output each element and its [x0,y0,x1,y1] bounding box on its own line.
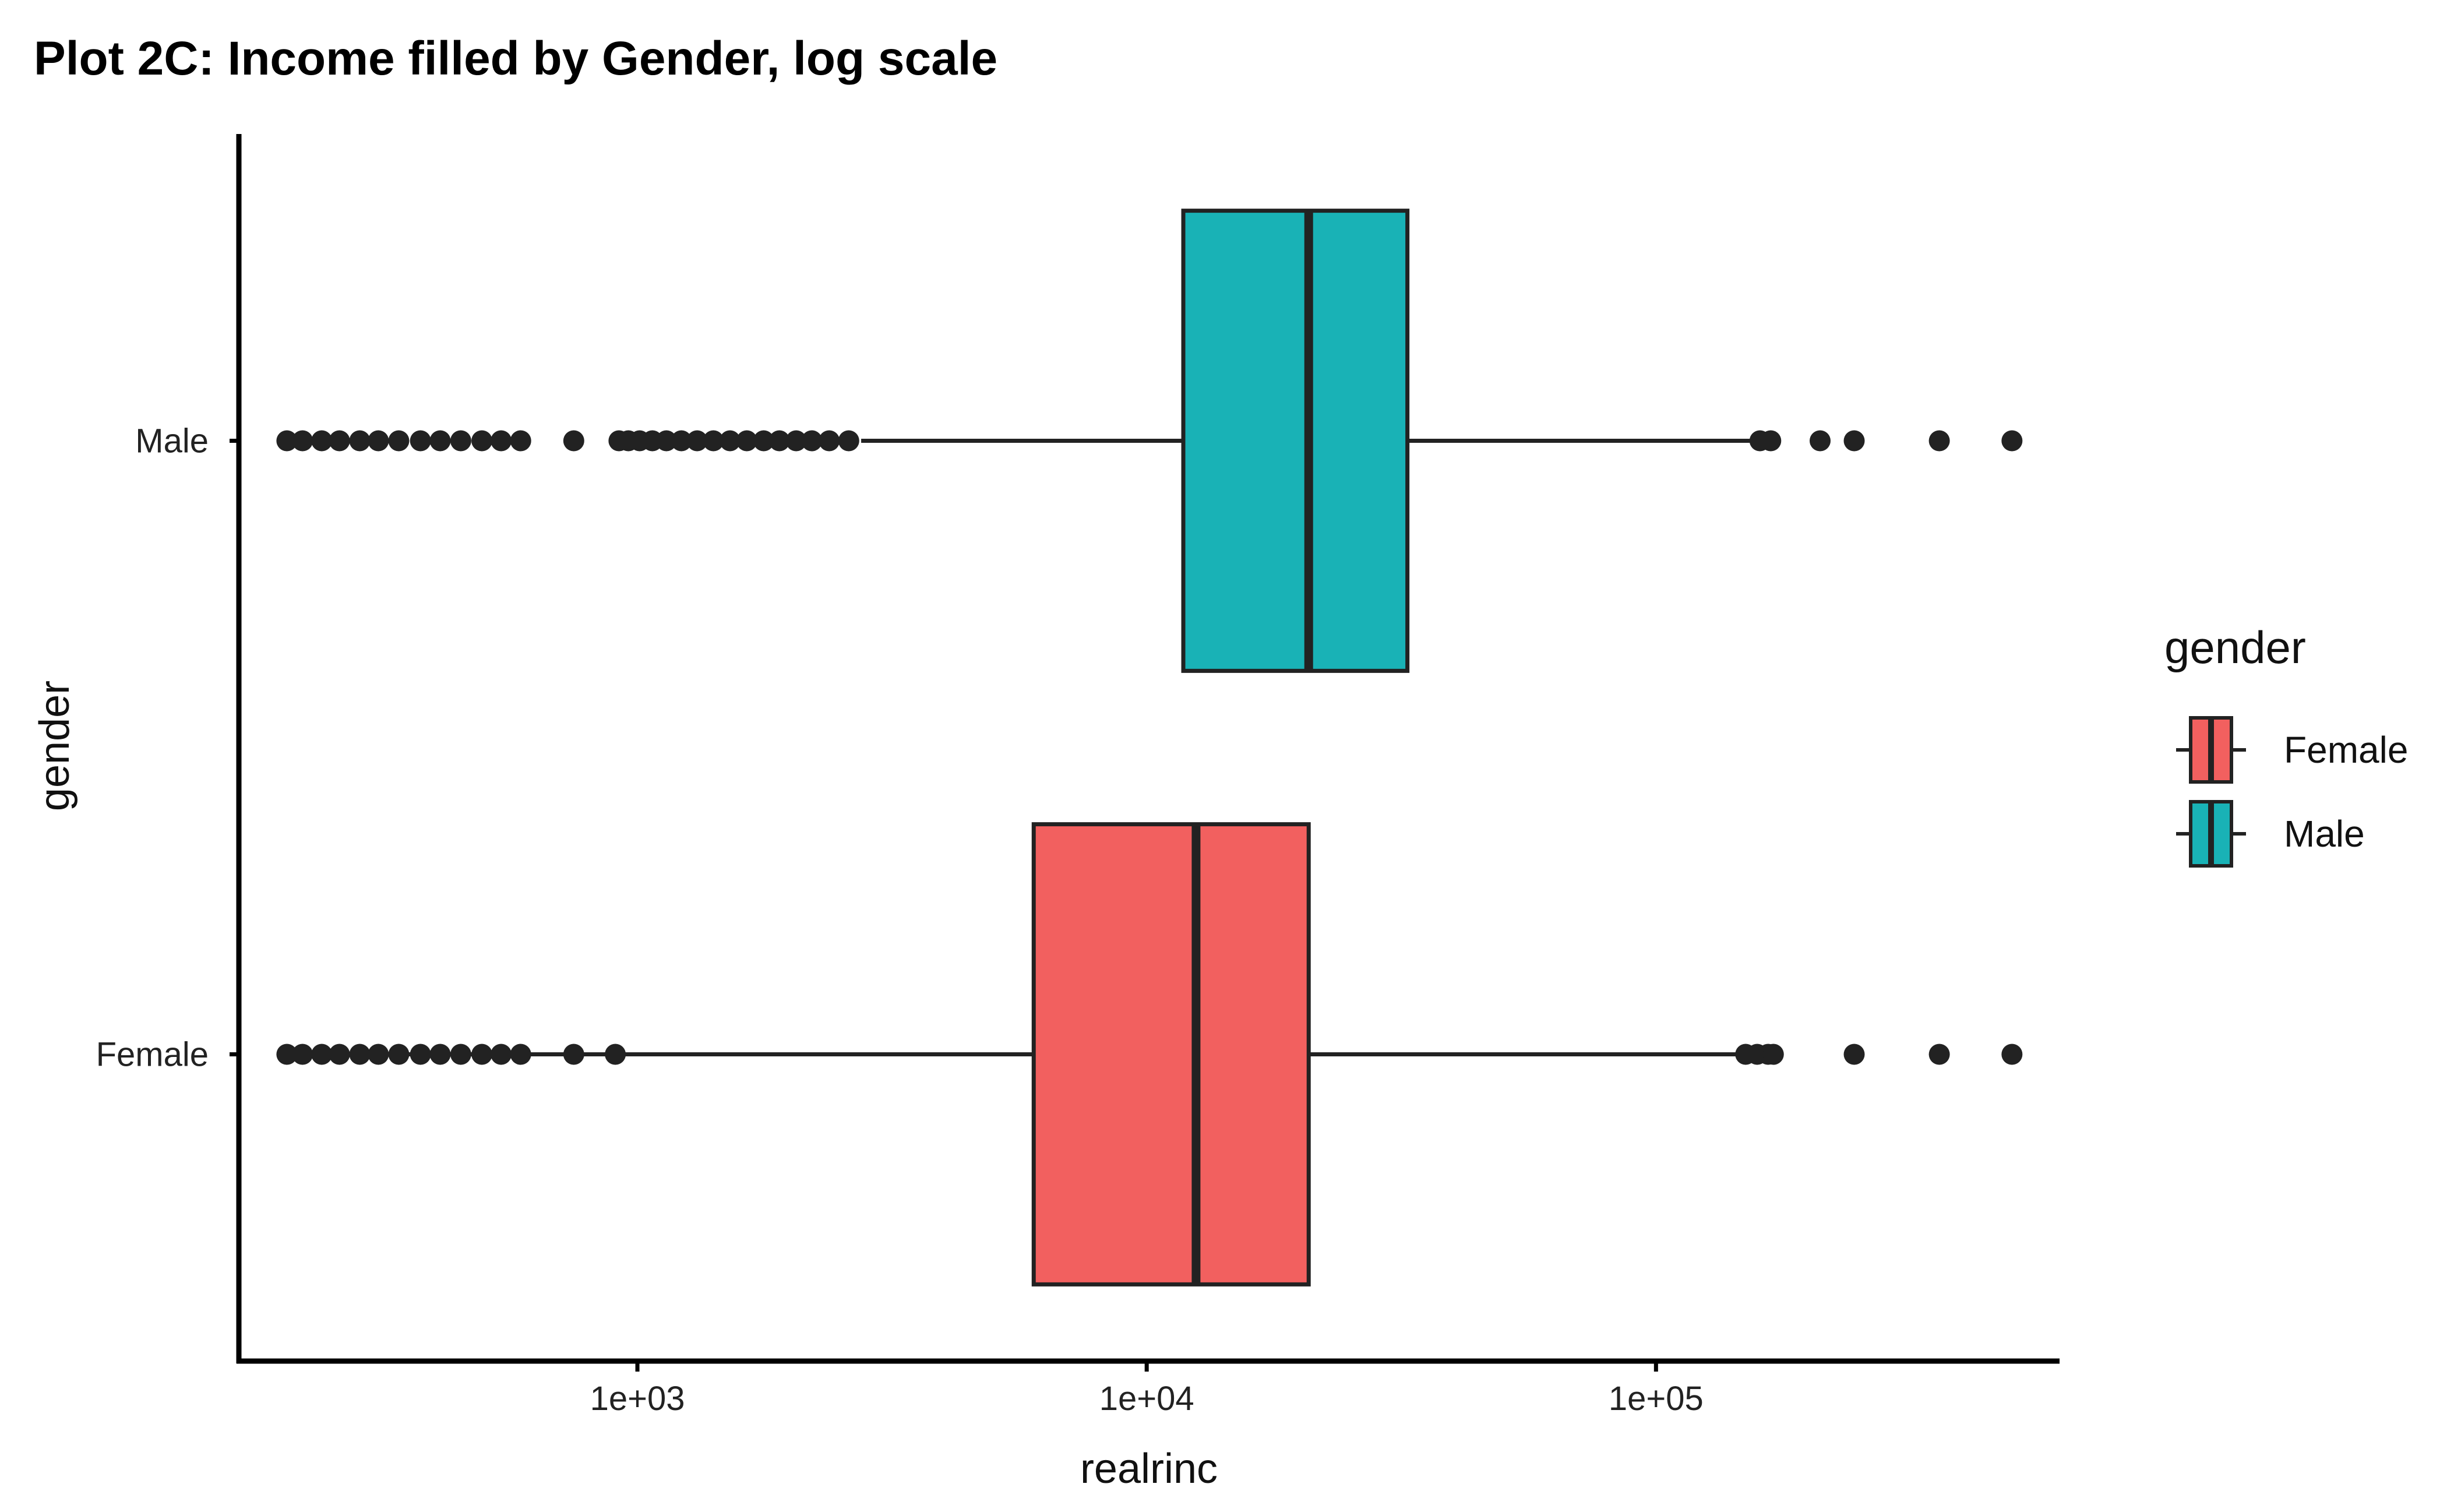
outlier-point [429,430,451,452]
outlier-point [450,1044,471,1065]
outlier-point [292,430,313,452]
outlier-point [429,1044,451,1065]
y-tick-label: Male [135,422,209,460]
outlier-point [655,430,677,452]
x-tick-label: 1e+04 [1099,1380,1194,1418]
x-ticks: 1e+03 1e+04 1e+05 [590,1361,1704,1418]
outlier-point [1843,1044,1865,1065]
outlier-point [2001,430,2023,452]
y-ticks: Female Male [96,422,239,1074]
y-tick-label: Female [96,1036,209,1074]
outlier-point [388,1044,410,1065]
outlier-point [450,430,471,452]
outlier-point [671,430,692,452]
outlier-point [292,1044,313,1065]
outlier-point [410,1044,431,1065]
outlier-point [1928,430,1950,452]
outlier-point [801,430,823,452]
outlier-point [1760,430,1782,452]
legend-label-female: Female [2284,729,2408,771]
outlier-point [276,1044,298,1065]
legend-title: gender [2164,622,2306,673]
outlier-point [1762,1044,1784,1065]
outlier-point [368,1044,389,1065]
y-axis-title: gender [31,681,78,811]
outlier-point [471,430,493,452]
x-tick-label: 1e+05 [1609,1380,1704,1418]
x-tick-label: 1e+03 [590,1380,685,1418]
legend-key-female [2176,716,2246,784]
outlier-point [1928,1044,1950,1065]
outlier-point [563,1044,584,1065]
legend-key-male [2176,800,2246,868]
outlier-point [349,430,371,452]
outlier-point [311,430,333,452]
x-axis-title: realrinc [1080,1446,1218,1492]
outlier-point [491,430,512,452]
outlier-point [2001,1044,2023,1065]
outlier-point [329,1044,350,1065]
outlier-point [471,1044,493,1065]
outlier-point [349,1044,371,1065]
outlier-point [1843,430,1865,452]
outlier-point [838,430,859,452]
outlier-point [276,430,298,452]
box-female [1031,822,1311,1287]
legend: gender Female Male [2164,622,2408,868]
outlier-point [719,430,741,452]
legend-label-male: Male [2284,813,2365,855]
outlier-point [819,430,840,452]
outlier-point [785,430,807,452]
outlier-point [1809,430,1831,452]
outlier-point [510,1044,531,1065]
outlier-point [686,430,708,452]
boxplot-male [276,209,2023,673]
outlier-point [736,430,757,452]
outlier-point [491,1044,512,1065]
outlier-point [768,430,790,452]
outlier-point [605,1044,626,1065]
outlier-point [329,430,350,452]
outlier-point [510,430,531,452]
outlier-point [753,430,774,452]
plot-area [276,209,2023,1287]
outlier-point [703,430,724,452]
outlier-point [563,430,584,452]
box-male [1181,209,1410,673]
outlier-point [410,430,431,452]
outlier-point [388,430,410,452]
boxplot-female [276,822,2023,1287]
chart-title: Plot 2C: Income filled by Gender, log sc… [34,32,997,85]
outlier-point [311,1044,333,1065]
outlier-point [368,430,389,452]
